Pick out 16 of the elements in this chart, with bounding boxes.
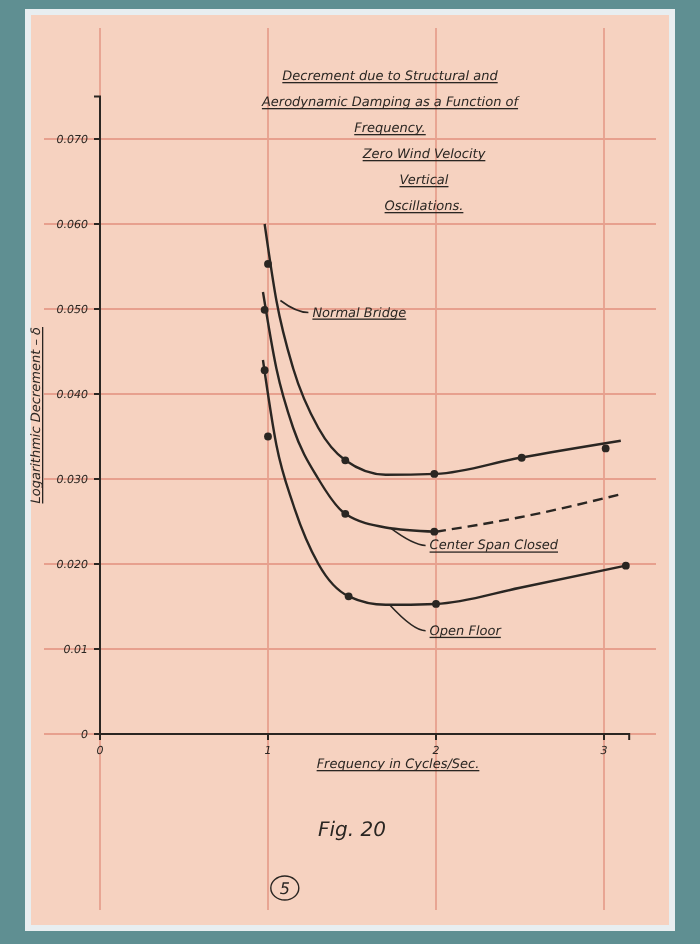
caption: Fig. 20 bbox=[318, 820, 386, 842]
point bbox=[432, 600, 440, 608]
point bbox=[341, 456, 350, 465]
point bbox=[601, 444, 610, 453]
point bbox=[341, 509, 350, 518]
text: 5 bbox=[279, 880, 290, 898]
point bbox=[344, 592, 353, 601]
point bbox=[264, 432, 272, 441]
line-series bbox=[263, 222, 622, 476]
point bbox=[264, 260, 272, 268]
point bbox=[260, 366, 269, 375]
point bbox=[517, 453, 526, 462]
point bbox=[621, 561, 630, 570]
point bbox=[260, 305, 269, 314]
point bbox=[430, 470, 439, 478]
point bbox=[430, 527, 439, 536]
